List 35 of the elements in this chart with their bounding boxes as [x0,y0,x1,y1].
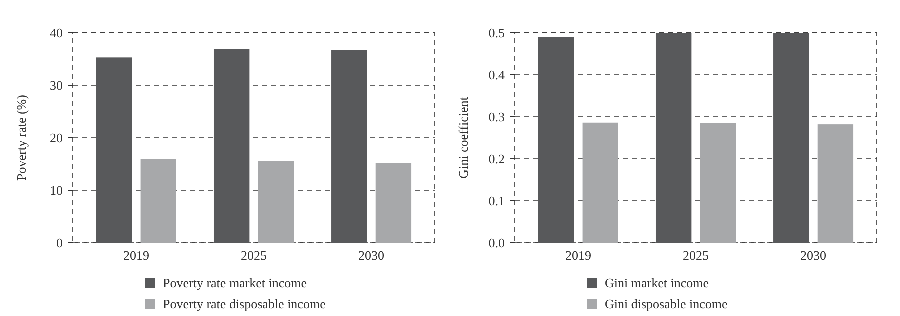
x-tick-label: 2019 [565,248,592,263]
y-tick-label: 0.3 [488,110,505,125]
legend-label: Poverty rate disposable income [163,296,326,312]
bar [376,163,412,243]
bar [538,37,574,243]
x-tick-label: 2030 [358,248,385,263]
y-tick-label: 30 [50,78,63,94]
bar [258,161,294,243]
bar [582,122,618,243]
bar [214,49,250,243]
y-tick-label: 10 [50,183,63,198]
bar [332,50,368,243]
legend-label: Poverty rate market income [163,276,308,291]
bar [140,159,176,243]
x-tick-label: 2019 [123,248,150,263]
y-tick-label: 0.2 [488,152,505,167]
bar [774,33,810,243]
legend-label: Gini market income [605,276,710,291]
y-tick-label: 20 [50,130,63,146]
x-tick-label: 2030 [800,248,827,263]
y-tick-label: 0.5 [488,26,505,41]
bar [656,33,692,243]
y-tick-label: 40 [50,26,63,41]
bar [818,124,854,243]
x-tick-label: 2025 [241,248,267,263]
legend-label: Gini disposable income [605,296,728,312]
y-axis-title: Gini coefficient [456,96,471,179]
y-axis-title: Poverty rate (%) [14,95,29,181]
x-tick-label: 2025 [683,248,709,263]
bar [96,58,132,243]
y-tick-label: 0 [56,236,63,251]
y-tick-label: 0.1 [488,194,505,209]
bar [700,123,736,243]
y-tick-label: 0.0 [488,236,505,251]
y-tick-label: 0.4 [488,68,506,83]
